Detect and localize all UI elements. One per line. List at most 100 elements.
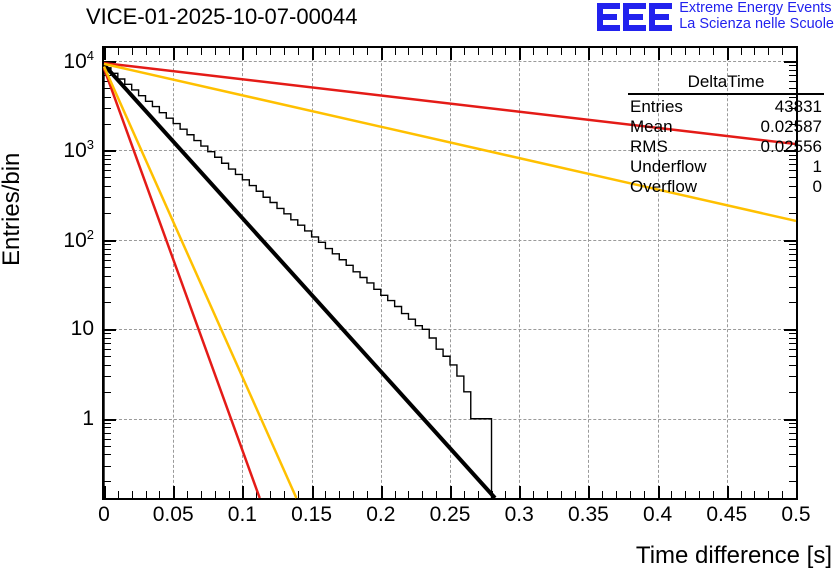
axis-tick (789, 96, 796, 98)
axis-tick (560, 48, 562, 55)
axis-tick (685, 48, 687, 55)
fit-line (102, 65, 298, 499)
axis-tick (104, 427, 111, 429)
axis-tick (104, 253, 111, 255)
y-axis-title: Entries/bin (0, 152, 25, 266)
axis-tick (789, 123, 796, 125)
axis-tick (104, 465, 111, 467)
x-axis-title: Time difference [s] (635, 542, 832, 569)
gridline-vertical (726, 48, 728, 498)
axis-tick (117, 491, 119, 498)
axis-tick (533, 491, 535, 498)
axis-tick (104, 107, 111, 109)
axis-tick (784, 150, 796, 153)
axis-tick (789, 74, 796, 76)
stats-row: Entries 43831 (628, 97, 824, 117)
axis-tick (477, 48, 479, 55)
axis-tick (789, 349, 796, 351)
stats-value: 0.02587 (760, 117, 822, 136)
axis-tick (574, 491, 576, 498)
axis-tick (311, 486, 314, 498)
eee-letter-icon (597, 3, 621, 31)
axis-tick (789, 481, 796, 483)
axis-tick (740, 491, 742, 498)
y-axis-tick-label: 102 (63, 226, 94, 252)
axis-tick (104, 159, 111, 161)
axis-tick (560, 491, 562, 498)
axis-tick (784, 418, 796, 421)
axis-tick (104, 302, 111, 304)
axis-tick (200, 48, 202, 55)
axis-tick (256, 48, 258, 55)
axis-tick (463, 48, 465, 55)
axis-tick (789, 266, 796, 268)
axis-tick (789, 253, 796, 255)
axis-tick (366, 491, 368, 498)
axis-tick (657, 486, 660, 498)
axis-tick (394, 491, 396, 498)
axis-tick (789, 454, 796, 456)
histogram-outline (103, 67, 493, 498)
axis-tick (505, 48, 507, 55)
axis-tick (657, 48, 660, 60)
axis-tick (789, 65, 796, 67)
x-axis-tick-label: 0.15 (291, 503, 333, 526)
axis-tick (145, 491, 147, 498)
x-axis-tick-label: 0.1 (227, 503, 257, 526)
axis-tick (104, 364, 111, 366)
eee-logo-line1: Extreme Energy Events (679, 0, 832, 16)
axis-tick (789, 197, 796, 199)
axis-tick (789, 364, 796, 366)
y-axis-tick-label: 104 (63, 48, 94, 74)
fit-line (103, 61, 797, 146)
axis-tick (588, 486, 591, 498)
x-axis-tick-label: 0.5 (781, 503, 811, 526)
axis-tick (104, 164, 111, 166)
axis-tick (104, 170, 111, 172)
axis-tick (200, 491, 202, 498)
axis-tick (104, 212, 111, 214)
plot-frame (102, 46, 798, 500)
stats-row: Overflow 0 (628, 177, 824, 197)
x-axis-tick-label: 0.25 (429, 503, 471, 526)
axis-tick (712, 48, 714, 55)
gridline-vertical (519, 48, 521, 498)
axis-tick (173, 48, 176, 60)
axis-tick (546, 48, 548, 55)
axis-tick (104, 418, 116, 421)
x-axis-tick-label: 0.4 (642, 503, 673, 526)
axis-tick (789, 80, 796, 82)
axis-tick (789, 465, 796, 467)
axis-tick (726, 486, 729, 498)
axis-tick (131, 491, 133, 498)
axis-tick (104, 349, 111, 351)
gridline-vertical (657, 48, 659, 498)
axis-tick (643, 491, 645, 498)
fit-line (102, 67, 261, 499)
axis-tick (104, 48, 106, 60)
axis-tick (789, 186, 796, 188)
axis-tick (104, 96, 111, 98)
axis-tick (339, 491, 341, 498)
stats-value: 0.02556 (760, 137, 822, 156)
axis-tick (789, 164, 796, 166)
axis-tick (104, 422, 111, 424)
axis-tick (436, 491, 438, 498)
axis-tick (616, 48, 618, 55)
axis-tick (768, 48, 770, 55)
axis-tick (104, 123, 111, 125)
axis-tick (104, 356, 111, 358)
axis-tick (450, 48, 452, 60)
axis-tick (789, 333, 796, 335)
axis-tick (789, 286, 796, 288)
axis-tick (789, 376, 796, 378)
x-axis-tick-label: 0 (98, 503, 110, 526)
axis-tick (104, 186, 111, 188)
axis-tick (740, 48, 742, 55)
stats-key: RMS (630, 137, 668, 156)
axis-tick (187, 48, 189, 55)
axis-tick (283, 491, 285, 498)
axis-tick (782, 48, 784, 55)
axis-tick (796, 48, 798, 60)
axis-tick (712, 491, 714, 498)
